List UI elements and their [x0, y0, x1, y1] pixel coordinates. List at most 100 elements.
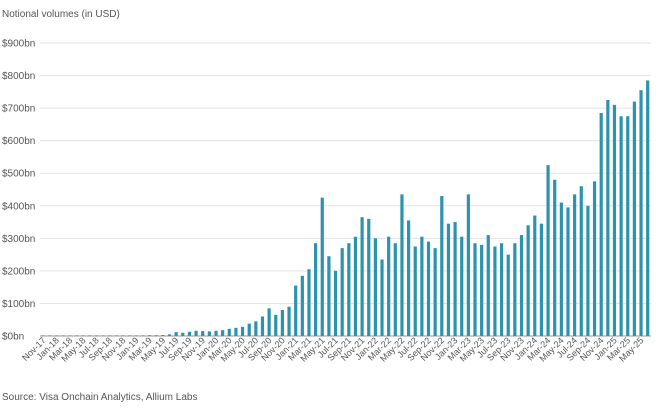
bar-Feb-25: [619, 116, 623, 336]
bar-Nov-17: [41, 335, 45, 336]
bar-Jun-21: [327, 256, 331, 336]
bar-Nov-18: [121, 335, 125, 336]
bar-Jul-19: [174, 332, 178, 336]
bar-Sep-21: [347, 243, 351, 336]
bar-Sep-23: [506, 254, 510, 336]
bar-Jan-18: [55, 335, 59, 336]
bar-Oct-24: [592, 181, 597, 336]
y-axis-title: Notional volumes (in USD): [2, 9, 120, 20]
bar-Nov-21: [360, 217, 364, 336]
bar-Mar-25: [626, 116, 630, 336]
bar-Apr-25: [632, 101, 636, 336]
bar-Oct-22: [433, 248, 437, 336]
bar-Sep-18: [108, 335, 112, 336]
bar-Dec-21: [367, 218, 371, 336]
bar-May-19: [161, 335, 165, 336]
bar-Dec-22: [446, 223, 451, 336]
bar-May-21: [320, 197, 324, 336]
bars: [41, 80, 650, 337]
bar-Apr-23: [473, 243, 477, 336]
bar-Mar-21: [307, 269, 311, 336]
bar-Aug-23: [499, 243, 504, 336]
bar-Oct-19: [194, 330, 198, 336]
bar-Aug-22: [420, 236, 424, 336]
bar-Jun-20: [247, 323, 251, 336]
y-tick-label: $400bn: [2, 201, 35, 212]
y-tick-label: $600bn: [2, 136, 35, 147]
bar-chart: $0bn $100bn $200bn $300bn $400bn $500bn $600bn…: [2, 39, 651, 364]
bar-Aug-19: [181, 332, 185, 336]
bar-Apr-20: [234, 327, 238, 336]
bar-Dec-18: [128, 335, 132, 336]
bar-Aug-21: [340, 248, 344, 336]
bar-Nov-20: [280, 309, 284, 336]
bar-Mar-24: [546, 165, 550, 336]
bar-Dec-19: [207, 331, 211, 336]
y-tick-label: $0bn: [2, 332, 24, 343]
bar-Sep-24: [586, 205, 590, 336]
bar-Apr-24: [553, 179, 557, 336]
bar-Jan-22: [373, 238, 377, 336]
bar-Dec-20: [287, 306, 291, 336]
bar-Nov-24: [599, 112, 603, 337]
bar-Aug-24: [579, 186, 583, 336]
bar-May-25: [639, 90, 643, 337]
bar-Apr-18: [74, 335, 79, 336]
y-axis-ticks: $0bn $100bn $200bn $300bn $400bn $500bn $600bn…: [2, 39, 35, 343]
bar-Apr-22: [393, 243, 397, 336]
bar-Mar-18: [68, 335, 72, 336]
bar-May-18: [81, 335, 85, 336]
bar-Jan-20: [214, 330, 218, 336]
bar-May-24: [559, 202, 563, 336]
y-tick-label: $900bn: [2, 39, 35, 50]
bar-Jan-21: [294, 285, 298, 336]
bar-Feb-20: [221, 330, 225, 336]
bar-Mar-22: [387, 236, 391, 336]
bar-Jun-18: [88, 335, 92, 336]
bar-Dec-23: [526, 225, 530, 336]
gridlines: [40, 42, 651, 337]
bar-Jun-19: [167, 334, 172, 336]
bar-Oct-21: [353, 236, 358, 336]
bar-Jun-24: [566, 207, 570, 336]
bar-Aug-18: [101, 335, 105, 336]
bar-Jul-20: [254, 321, 258, 336]
bar-Jul-21: [333, 270, 338, 336]
bar-Mar-20: [227, 328, 231, 336]
bar-Nov-22: [440, 196, 444, 336]
bar-Jun-22: [407, 220, 411, 336]
bar-Apr-19: [154, 335, 158, 336]
bar-Jul-23: [493, 246, 497, 336]
bar-Sep-22: [426, 241, 431, 336]
bar-Feb-23: [460, 236, 464, 336]
y-tick-label: $700bn: [2, 104, 35, 115]
bar-Jun-25: [646, 80, 650, 336]
bar-Feb-22: [380, 259, 384, 336]
bar-Feb-19: [141, 335, 145, 336]
bar-Jan-19: [134, 335, 138, 336]
bar-Jan-24: [533, 215, 537, 336]
bar-Mar-19: [147, 335, 152, 336]
bar-Feb-18: [61, 335, 65, 336]
y-tick-label: $300bn: [2, 234, 35, 245]
bar-May-22: [400, 194, 404, 336]
bar-Sep-20: [267, 308, 271, 336]
y-tick-label: $100bn: [2, 299, 35, 310]
bar-Nov-23: [519, 235, 524, 336]
bar-Sep-19: [187, 331, 192, 336]
bar-May-23: [480, 244, 484, 336]
bar-Jun-23: [486, 235, 490, 336]
bar-Apr-21: [314, 243, 318, 336]
bar-Mar-23: [466, 194, 470, 336]
bar-Dec-17: [48, 335, 52, 336]
y-tick-label: $800bn: [2, 71, 35, 82]
bar-Oct-18: [114, 335, 118, 336]
bar-Jan-25: [612, 104, 617, 336]
y-tick-label: $200bn: [2, 266, 35, 277]
bar-Oct-23: [513, 243, 517, 336]
bar-Feb-21: [300, 275, 304, 336]
bar-Jan-23: [453, 222, 457, 336]
y-tick-label: $500bn: [2, 169, 35, 180]
bar-Jul-18: [94, 335, 99, 336]
source-note: Source: Visa Onchain Analytics, Allium L…: [2, 392, 198, 403]
